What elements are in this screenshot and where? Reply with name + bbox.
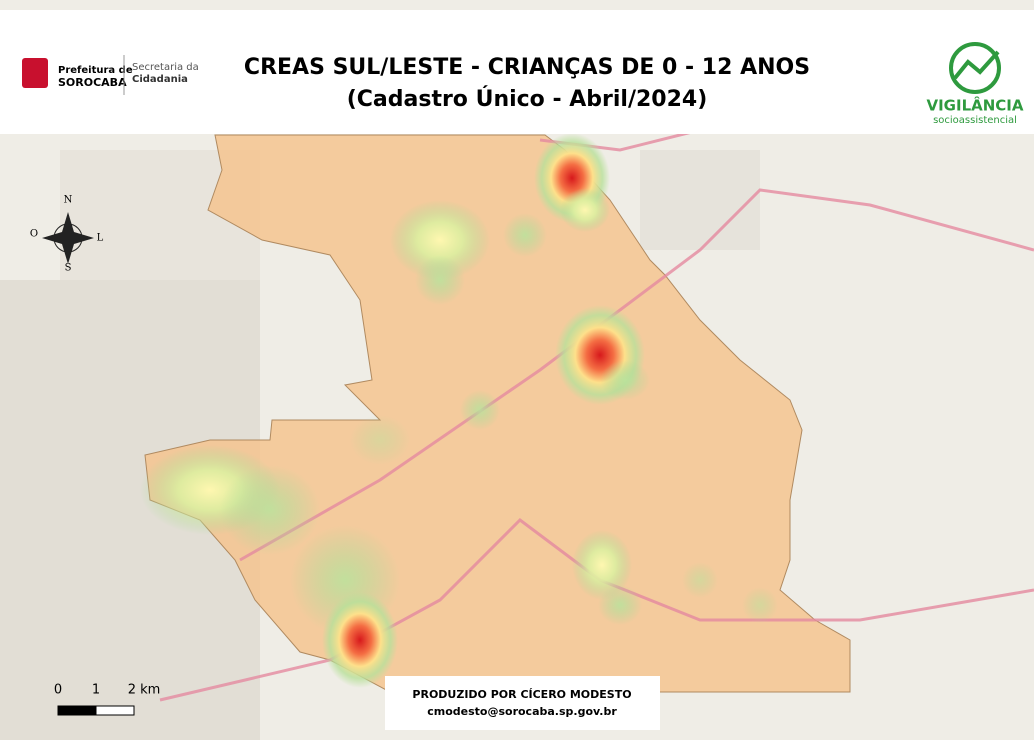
map-title: CREAS SUL/LESTE - CRIANÇAS DE 0 - 12 ANO… xyxy=(244,55,810,80)
scale-label: 1 xyxy=(92,683,100,698)
compass-label: S xyxy=(65,263,72,274)
page: Prefeitura de SOROCABA Secretaria da Cid… xyxy=(0,0,1034,740)
compass-label: L xyxy=(97,233,104,244)
compass-label: N xyxy=(64,195,73,206)
credit-text: PRODUZIDO POR CÍCERO MODESTO xyxy=(412,688,631,701)
map-subtitle: (Cadastro Único - Abril/2024) xyxy=(347,86,708,112)
scale-label: 2 km xyxy=(128,683,161,698)
credit-text: cmodesto@sorocaba.sp.gov.br xyxy=(427,705,617,718)
compass-label: O xyxy=(30,229,38,240)
logo-text: Prefeitura de xyxy=(58,65,133,76)
logo-text: VIGILÂNCIA xyxy=(926,96,1023,115)
logo-text: socioassistencial xyxy=(933,115,1017,126)
logo-text: SOROCABA xyxy=(58,76,127,89)
credit-box xyxy=(385,676,660,730)
map: Prefeitura de SOROCABA Secretaria da Cid… xyxy=(0,0,1034,740)
logo-text: Secretaria da xyxy=(132,62,199,73)
scale-label: 0 xyxy=(54,683,62,698)
logo-text: Cidadania xyxy=(132,74,188,85)
